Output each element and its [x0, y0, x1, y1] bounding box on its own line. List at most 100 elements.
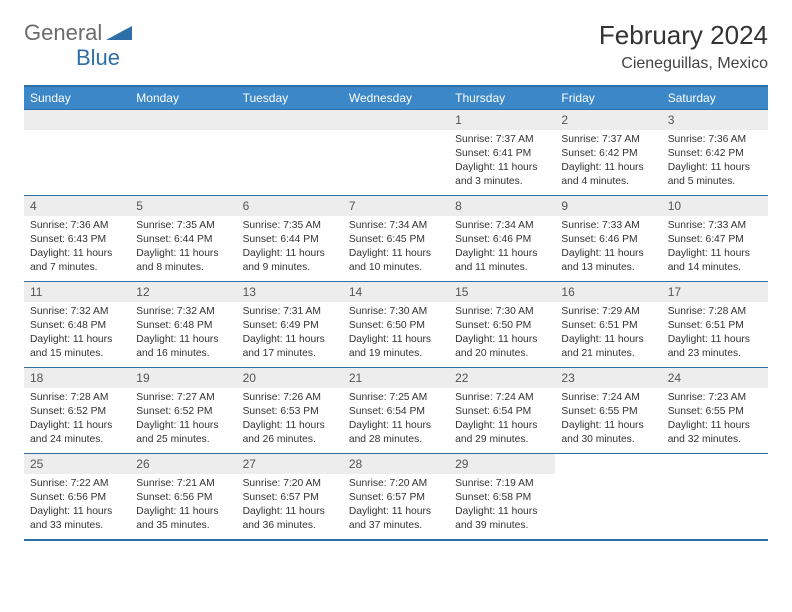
calendar-cell: 17Sunrise: 7:28 AMSunset: 6:51 PMDayligh…	[662, 282, 768, 368]
calendar-cell: 11Sunrise: 7:32 AMSunset: 6:48 PMDayligh…	[24, 282, 130, 368]
day-text: Sunrise: 7:36 AMSunset: 6:43 PMDaylight:…	[24, 216, 130, 279]
logo-text-general: General	[24, 20, 102, 46]
day-text: Sunrise: 7:32 AMSunset: 6:48 PMDaylight:…	[24, 302, 130, 365]
day-number: 29	[449, 454, 555, 474]
calendar-cell: 20Sunrise: 7:26 AMSunset: 6:53 PMDayligh…	[237, 368, 343, 454]
day-text: Sunrise: 7:35 AMSunset: 6:44 PMDaylight:…	[130, 216, 236, 279]
calendar-cell: 21Sunrise: 7:25 AMSunset: 6:54 PMDayligh…	[343, 368, 449, 454]
calendar-cell: 18Sunrise: 7:28 AMSunset: 6:52 PMDayligh…	[24, 368, 130, 454]
calendar-cell: 10Sunrise: 7:33 AMSunset: 6:47 PMDayligh…	[662, 196, 768, 282]
day-number-empty	[130, 110, 236, 130]
day-number: 7	[343, 196, 449, 216]
calendar-cell: 1Sunrise: 7:37 AMSunset: 6:41 PMDaylight…	[449, 110, 555, 196]
calendar-cell	[237, 110, 343, 196]
calendar-body: 1Sunrise: 7:37 AMSunset: 6:41 PMDaylight…	[24, 110, 768, 540]
day-text: Sunrise: 7:28 AMSunset: 6:51 PMDaylight:…	[662, 302, 768, 365]
day-text: Sunrise: 7:19 AMSunset: 6:58 PMDaylight:…	[449, 474, 555, 537]
day-text: Sunrise: 7:33 AMSunset: 6:47 PMDaylight:…	[662, 216, 768, 279]
calendar-cell: 19Sunrise: 7:27 AMSunset: 6:52 PMDayligh…	[130, 368, 236, 454]
day-number-empty	[343, 110, 449, 130]
location: Cieneguillas, Mexico	[599, 55, 768, 73]
day-number: 10	[662, 196, 768, 216]
day-number-empty	[24, 110, 130, 130]
day-text: Sunrise: 7:35 AMSunset: 6:44 PMDaylight:…	[237, 216, 343, 279]
day-text: Sunrise: 7:34 AMSunset: 6:45 PMDaylight:…	[343, 216, 449, 279]
month-title: February 2024	[599, 20, 768, 51]
weekday-header: Tuesday	[237, 86, 343, 110]
calendar-head: SundayMondayTuesdayWednesdayThursdayFrid…	[24, 86, 768, 110]
day-text: Sunrise: 7:23 AMSunset: 6:55 PMDaylight:…	[662, 388, 768, 451]
calendar-cell: 9Sunrise: 7:33 AMSunset: 6:46 PMDaylight…	[555, 196, 661, 282]
day-text: Sunrise: 7:33 AMSunset: 6:46 PMDaylight:…	[555, 216, 661, 279]
calendar-week: 25Sunrise: 7:22 AMSunset: 6:56 PMDayligh…	[24, 454, 768, 540]
calendar-cell: 4Sunrise: 7:36 AMSunset: 6:43 PMDaylight…	[24, 196, 130, 282]
day-number: 15	[449, 282, 555, 302]
day-text: Sunrise: 7:37 AMSunset: 6:42 PMDaylight:…	[555, 130, 661, 193]
day-text: Sunrise: 7:32 AMSunset: 6:48 PMDaylight:…	[130, 302, 236, 365]
calendar-cell	[343, 110, 449, 196]
day-number: 9	[555, 196, 661, 216]
calendar-cell: 23Sunrise: 7:24 AMSunset: 6:55 PMDayligh…	[555, 368, 661, 454]
calendar-cell: 12Sunrise: 7:32 AMSunset: 6:48 PMDayligh…	[130, 282, 236, 368]
weekday-header: Saturday	[662, 86, 768, 110]
calendar-cell: 6Sunrise: 7:35 AMSunset: 6:44 PMDaylight…	[237, 196, 343, 282]
day-number: 20	[237, 368, 343, 388]
day-number: 11	[24, 282, 130, 302]
header: General February 2024 Cieneguillas, Mexi…	[24, 20, 768, 73]
day-text: Sunrise: 7:31 AMSunset: 6:49 PMDaylight:…	[237, 302, 343, 365]
calendar-cell	[130, 110, 236, 196]
day-number: 27	[237, 454, 343, 474]
calendar-cell: 27Sunrise: 7:20 AMSunset: 6:57 PMDayligh…	[237, 454, 343, 540]
day-text: Sunrise: 7:34 AMSunset: 6:46 PMDaylight:…	[449, 216, 555, 279]
calendar-cell: 14Sunrise: 7:30 AMSunset: 6:50 PMDayligh…	[343, 282, 449, 368]
calendar-cell: 24Sunrise: 7:23 AMSunset: 6:55 PMDayligh…	[662, 368, 768, 454]
calendar-week: 1Sunrise: 7:37 AMSunset: 6:41 PMDaylight…	[24, 110, 768, 196]
day-number: 19	[130, 368, 236, 388]
calendar-week: 11Sunrise: 7:32 AMSunset: 6:48 PMDayligh…	[24, 282, 768, 368]
weekday-header: Sunday	[24, 86, 130, 110]
calendar-cell	[24, 110, 130, 196]
day-text: Sunrise: 7:20 AMSunset: 6:57 PMDaylight:…	[237, 474, 343, 537]
day-number: 14	[343, 282, 449, 302]
day-text: Sunrise: 7:24 AMSunset: 6:54 PMDaylight:…	[449, 388, 555, 451]
day-number: 28	[343, 454, 449, 474]
calendar-cell: 25Sunrise: 7:22 AMSunset: 6:56 PMDayligh…	[24, 454, 130, 540]
calendar-cell	[555, 454, 661, 540]
weekday-header: Wednesday	[343, 86, 449, 110]
logo-triangle-icon	[106, 22, 132, 45]
day-text: Sunrise: 7:20 AMSunset: 6:57 PMDaylight:…	[343, 474, 449, 537]
weekday-header: Thursday	[449, 86, 555, 110]
day-text: Sunrise: 7:26 AMSunset: 6:53 PMDaylight:…	[237, 388, 343, 451]
day-text: Sunrise: 7:22 AMSunset: 6:56 PMDaylight:…	[24, 474, 130, 537]
calendar-cell: 22Sunrise: 7:24 AMSunset: 6:54 PMDayligh…	[449, 368, 555, 454]
logo: General	[24, 20, 134, 46]
calendar-cell: 16Sunrise: 7:29 AMSunset: 6:51 PMDayligh…	[555, 282, 661, 368]
calendar-cell: 26Sunrise: 7:21 AMSunset: 6:56 PMDayligh…	[130, 454, 236, 540]
day-text: Sunrise: 7:36 AMSunset: 6:42 PMDaylight:…	[662, 130, 768, 193]
day-text: Sunrise: 7:37 AMSunset: 6:41 PMDaylight:…	[449, 130, 555, 193]
weekday-header: Monday	[130, 86, 236, 110]
calendar-cell: 29Sunrise: 7:19 AMSunset: 6:58 PMDayligh…	[449, 454, 555, 540]
day-number: 4	[24, 196, 130, 216]
day-text: Sunrise: 7:25 AMSunset: 6:54 PMDaylight:…	[343, 388, 449, 451]
calendar-cell: 28Sunrise: 7:20 AMSunset: 6:57 PMDayligh…	[343, 454, 449, 540]
day-number: 12	[130, 282, 236, 302]
day-number: 23	[555, 368, 661, 388]
day-number: 8	[449, 196, 555, 216]
day-text: Sunrise: 7:30 AMSunset: 6:50 PMDaylight:…	[449, 302, 555, 365]
day-number-empty	[237, 110, 343, 130]
calendar-cell: 5Sunrise: 7:35 AMSunset: 6:44 PMDaylight…	[130, 196, 236, 282]
day-text: Sunrise: 7:28 AMSunset: 6:52 PMDaylight:…	[24, 388, 130, 451]
day-number: 17	[662, 282, 768, 302]
calendar-cell: 7Sunrise: 7:34 AMSunset: 6:45 PMDaylight…	[343, 196, 449, 282]
calendar-week: 4Sunrise: 7:36 AMSunset: 6:43 PMDaylight…	[24, 196, 768, 282]
calendar-cell: 13Sunrise: 7:31 AMSunset: 6:49 PMDayligh…	[237, 282, 343, 368]
day-number: 24	[662, 368, 768, 388]
calendar-page: General February 2024 Cieneguillas, Mexi…	[0, 0, 792, 561]
calendar-cell: 2Sunrise: 7:37 AMSunset: 6:42 PMDaylight…	[555, 110, 661, 196]
logo-text-blue: Blue	[76, 45, 120, 71]
day-text: Sunrise: 7:30 AMSunset: 6:50 PMDaylight:…	[343, 302, 449, 365]
calendar-cell: 15Sunrise: 7:30 AMSunset: 6:50 PMDayligh…	[449, 282, 555, 368]
day-number: 5	[130, 196, 236, 216]
weekday-header: Friday	[555, 86, 661, 110]
